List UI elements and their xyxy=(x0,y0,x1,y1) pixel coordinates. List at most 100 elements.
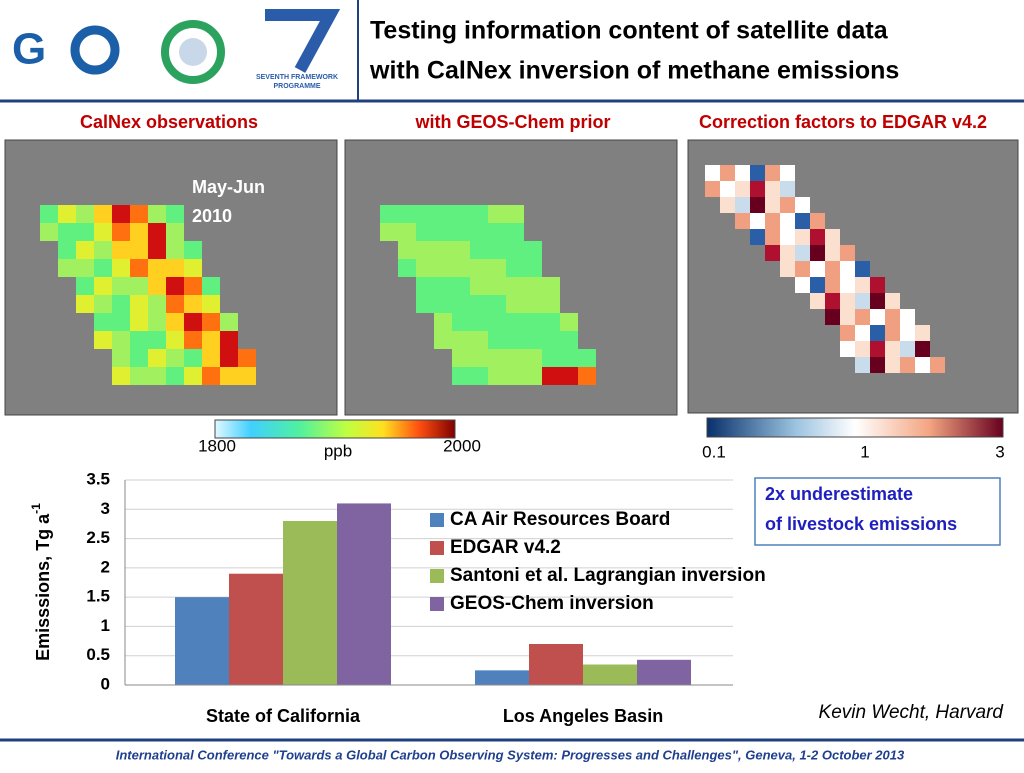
title: with CalNex inversion of methane emissio… xyxy=(369,57,899,85)
map-cell xyxy=(870,277,885,293)
map-cell xyxy=(76,223,94,241)
map-cell xyxy=(765,181,780,197)
map-cell xyxy=(524,295,542,313)
bar-chart: 0 0.5 1 1.5 2 2.5 3 3.5 State of California Los A… xyxy=(86,469,765,725)
legend-label: EDGAR v4.2 xyxy=(450,537,561,558)
map-cell xyxy=(470,331,488,349)
map-cell xyxy=(488,223,506,241)
bar xyxy=(637,659,691,685)
map-cell xyxy=(434,259,452,277)
map-cell xyxy=(560,313,578,331)
map-cell xyxy=(76,295,94,313)
map-cell xyxy=(840,325,855,341)
x-tick-label: Los Angeles Basin xyxy=(503,706,663,726)
map-cell xyxy=(855,325,870,341)
map-cell xyxy=(76,259,94,277)
map-cell xyxy=(434,223,452,241)
map-cell xyxy=(795,245,810,261)
map-cell xyxy=(112,349,130,367)
colorbar-label: 1 xyxy=(860,442,869,461)
map-cell xyxy=(398,241,416,259)
legend-label: CA Air Resources Board xyxy=(450,509,670,530)
callout: 2x underestimate xyxy=(765,484,913,504)
bar xyxy=(475,670,529,685)
map-cell xyxy=(488,367,506,385)
map-cell xyxy=(885,357,900,373)
y-tick-label: 0 xyxy=(101,674,110,693)
legend-label: GEOS-Chem inversion xyxy=(450,593,654,614)
map-cell xyxy=(750,229,765,245)
map-cell xyxy=(166,331,184,349)
legend-swatch xyxy=(430,541,444,555)
map-cell xyxy=(148,205,166,223)
map-cell xyxy=(780,229,795,245)
map-cell xyxy=(795,197,810,213)
map-cell xyxy=(488,349,506,367)
map-cell xyxy=(488,241,506,259)
map-cell xyxy=(94,331,112,349)
map-cell xyxy=(398,205,416,223)
map-cell xyxy=(58,205,76,223)
map-cell xyxy=(720,165,735,181)
bar xyxy=(175,597,229,685)
map-cell xyxy=(470,205,488,223)
title: Testing information content of satellite… xyxy=(370,17,889,45)
map-cell xyxy=(900,357,915,373)
map-cell xyxy=(58,241,76,259)
map-cell xyxy=(825,309,840,325)
map-cell xyxy=(202,295,220,313)
map-cell xyxy=(524,367,542,385)
map-annotation: May-Jun xyxy=(192,177,265,197)
map-cell xyxy=(434,277,452,295)
map-cell xyxy=(840,261,855,277)
map-cell xyxy=(112,223,130,241)
map-cell xyxy=(705,165,720,181)
map-cell xyxy=(825,245,840,261)
map-cell xyxy=(166,259,184,277)
gcos-logo-inner xyxy=(179,38,207,66)
map-cell xyxy=(470,367,488,385)
map-cell xyxy=(578,349,596,367)
y-tick-label: 1 xyxy=(101,616,110,635)
map-cell xyxy=(398,259,416,277)
map-cell xyxy=(840,245,855,261)
map-cell xyxy=(720,181,735,197)
map-cell xyxy=(825,277,840,293)
legend-swatch xyxy=(430,513,444,527)
map-cell xyxy=(560,349,578,367)
map-cell xyxy=(184,295,202,313)
map-cell xyxy=(488,277,506,295)
map-cell xyxy=(524,313,542,331)
map-cell xyxy=(112,241,130,259)
map-cell xyxy=(915,325,930,341)
map-cell xyxy=(184,277,202,295)
y-tick-label: 1.5 xyxy=(86,587,110,606)
map-cell xyxy=(915,357,930,373)
map-cell xyxy=(542,331,560,349)
map-cell xyxy=(184,259,202,277)
map-cell xyxy=(58,259,76,277)
map-cell xyxy=(130,259,148,277)
map-cell xyxy=(542,367,560,385)
map-cell xyxy=(885,293,900,309)
y-axis-label-sup: -1 xyxy=(29,503,43,514)
map-cell xyxy=(735,181,750,197)
bar xyxy=(337,503,391,685)
map-cell xyxy=(750,165,765,181)
callout-box xyxy=(754,477,1001,546)
map-cell xyxy=(524,331,542,349)
map-cell xyxy=(220,331,238,349)
map-cell xyxy=(94,241,112,259)
map-cell xyxy=(506,223,524,241)
colorbar-label: 1800 xyxy=(198,436,236,455)
map-cell xyxy=(840,341,855,357)
map-cell xyxy=(765,245,780,261)
colorbar xyxy=(706,417,1004,438)
map-cell xyxy=(524,241,542,259)
map-cell xyxy=(202,313,220,331)
map-cell xyxy=(112,259,130,277)
map-cell xyxy=(470,223,488,241)
map-cell xyxy=(94,259,112,277)
map-cell xyxy=(166,313,184,331)
map-cell xyxy=(855,309,870,325)
